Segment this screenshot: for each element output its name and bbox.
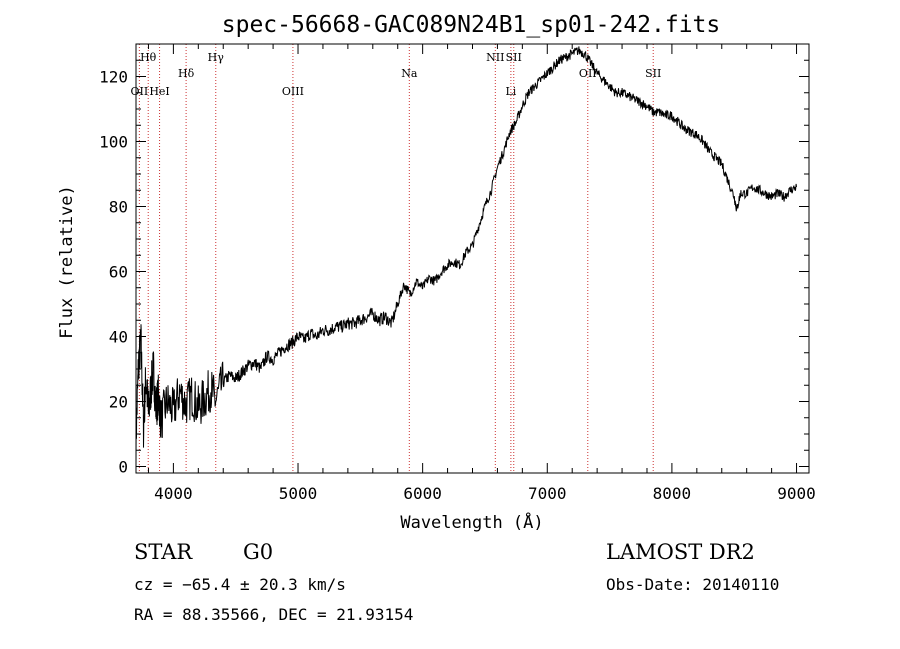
spectral-line-label: SII bbox=[645, 67, 661, 80]
x-tick-label: 6000 bbox=[403, 484, 442, 503]
spectral-line-label: OII bbox=[579, 67, 597, 80]
spectral-line-label: Li bbox=[505, 85, 516, 98]
spectral-line-label: Hθ bbox=[140, 51, 157, 64]
spectral-line-label: OII bbox=[131, 85, 149, 98]
x-axis-label: Wavelength (Å) bbox=[400, 511, 543, 533]
x-tick-label: 7000 bbox=[528, 484, 567, 503]
y-tick-label: 100 bbox=[99, 133, 128, 152]
spectral-line-label: Hγ bbox=[208, 51, 225, 64]
y-tick-label: 120 bbox=[99, 68, 128, 87]
survey-name: LAMOST DR2 bbox=[606, 540, 755, 564]
x-tick-label: 9000 bbox=[777, 484, 816, 503]
x-tick-label: 4000 bbox=[154, 484, 193, 503]
y-tick-label: 60 bbox=[109, 263, 128, 282]
spectral-line-label: Hδ bbox=[178, 67, 195, 80]
obs-date: Obs-Date: 20140110 bbox=[606, 575, 779, 594]
y-tick-label: 0 bbox=[118, 458, 128, 477]
object-subclass: G0 bbox=[243, 540, 273, 564]
spectral-line-label: OIII bbox=[282, 85, 304, 98]
spectral-line-label: SII bbox=[506, 51, 522, 64]
y-tick-label: 80 bbox=[109, 198, 128, 217]
object-class: STAR bbox=[134, 540, 193, 564]
axis-tick-labels: 4000 5000 6000 7000 8000 9000 0 20 40 60 80 100 120 bbox=[99, 68, 816, 504]
spectral-line-label: Na bbox=[401, 67, 418, 80]
x-tick-label: 5000 bbox=[279, 484, 318, 503]
x-tick-label: 8000 bbox=[653, 484, 692, 503]
plot-frame bbox=[135, 43, 810, 474]
redshift-readout: cz = −65.4 ± 20.3 km/s bbox=[134, 575, 346, 594]
axis-ticks bbox=[136, 44, 809, 473]
spectral-line-label: HeI bbox=[149, 85, 169, 98]
y-axis-label: Flux (relative) bbox=[57, 185, 77, 339]
coordinates: RA = 88.35566, DEC = 21.93154 bbox=[134, 605, 413, 624]
spectral-line-label: NII bbox=[486, 51, 504, 64]
chart-title: spec-56668-GAC089N24B1_sp01-242.fits bbox=[222, 12, 721, 38]
y-tick-label: 20 bbox=[109, 393, 128, 412]
y-tick-label: 40 bbox=[109, 328, 128, 347]
spectrum-series-line bbox=[135, 46, 797, 464]
